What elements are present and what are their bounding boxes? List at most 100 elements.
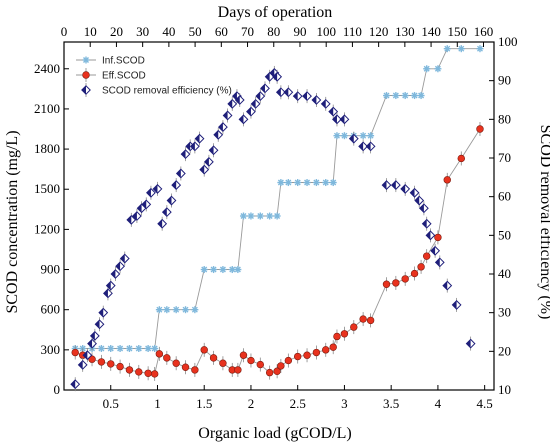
inf-scod-point [294, 179, 302, 187]
removal-efficiency-point [146, 185, 156, 200]
inf-scod-point [82, 56, 90, 64]
removal-efficiency-point [119, 251, 130, 266]
eff-scod-point [144, 366, 152, 381]
removal-efficiency-point [70, 377, 81, 392]
inf-scod-point [151, 345, 159, 353]
eff-scod-point [200, 342, 208, 357]
y-tick-label: 2100 [34, 101, 60, 116]
inf-scod-point [392, 92, 400, 100]
y-axis-title: SCOD concentration (mg/L) [4, 130, 21, 313]
inf-scod-point [476, 45, 484, 53]
x2-tick-label: 80 [267, 24, 280, 39]
eff-scod-point [333, 329, 341, 344]
x2-tick-label: 120 [369, 24, 389, 39]
eff-scod-point [155, 346, 164, 361]
inf-scod-point [443, 45, 451, 53]
x2-tick-label: 20 [110, 24, 123, 39]
y2-tick-label: 70 [498, 150, 511, 165]
x-tick-label: 4.5 [477, 396, 493, 411]
inf-scod-point [312, 179, 320, 187]
removal-efficiency-point [302, 89, 312, 104]
inf-scod-point [333, 132, 341, 140]
eff-scod-point [303, 348, 311, 363]
y2-tick-label: 30 [498, 305, 511, 320]
removal-efficiency-point [81, 83, 91, 97]
x-tick-label: 2.5 [290, 396, 306, 411]
removal-efficiency-point [365, 139, 376, 154]
x2-tick-label: 130 [395, 24, 415, 39]
plot-frame [63, 41, 495, 391]
removal-efficiency-point [161, 205, 172, 220]
eff-scod-point [234, 362, 242, 377]
eff-scod-point [82, 68, 90, 82]
legend-label: SCOD removal efficiency (%) [102, 86, 232, 97]
removal-efficiency-point [175, 166, 186, 181]
x2-tick-label: 160 [474, 24, 494, 39]
y2-tick-label: 80 [498, 111, 511, 126]
eff-scod-point [329, 340, 337, 355]
removal-efficiency-point [110, 267, 121, 281]
legend-label: Inf.SCOD [102, 56, 145, 67]
removal-efficiency-point [328, 104, 339, 119]
inf-scod-point [383, 92, 390, 100]
removal-efficiency-point [234, 93, 245, 107]
eff-scod-point [284, 353, 293, 368]
y-tick-label: 0 [54, 382, 61, 397]
eff-scod-point [293, 349, 302, 364]
inf-scod-point [163, 306, 171, 314]
x-tick-label: 2 [248, 396, 255, 411]
inf-scod-point [219, 266, 227, 274]
x2-tick-label: 10 [84, 24, 97, 39]
removal-efficiency-point [390, 178, 401, 193]
removal-efficiency-point [421, 216, 432, 231]
removal-efficiency-point [320, 96, 331, 111]
removal-efficiency-point [339, 112, 350, 127]
eff-scod-point [116, 359, 124, 374]
x2-tick-label: 70 [241, 24, 254, 39]
eff-scod-point [71, 345, 79, 360]
x-tick-label: 1.5 [196, 396, 212, 411]
inf-scod-point [340, 132, 348, 140]
removal-efficiency-point [180, 147, 191, 162]
removal-efficiency-point [275, 85, 286, 100]
legend-label: Eff.SCOD [102, 71, 146, 82]
inf-scod-point [210, 266, 218, 274]
removal-efficiency-point [332, 112, 342, 127]
eff-scod-point [219, 356, 227, 371]
x-tick-label: 1 [154, 396, 161, 411]
eff-scod-point [457, 151, 465, 166]
inf-scod-point [367, 132, 375, 140]
inf-scod-point [266, 212, 274, 220]
removal-efficiency-point [89, 328, 100, 343]
removal-efficiency-point [222, 108, 233, 123]
removal-efficiency-point [105, 278, 116, 293]
eff-scod-point [88, 352, 96, 367]
eff-scod-point [392, 275, 400, 290]
removal-efficiency-point [126, 212, 137, 227]
x-tick-label: 0.5 [103, 396, 119, 411]
removal-efficiency-point [203, 154, 214, 169]
removal-efficiency-point [141, 197, 152, 212]
removal-efficiency-point [465, 336, 476, 351]
eff-scod-point [150, 366, 159, 381]
removal-efficiency-point [250, 96, 261, 111]
inf-scod-point [273, 212, 281, 220]
inf-scod-point [116, 345, 124, 353]
y2-tick-label: 100 [498, 34, 518, 49]
removal-efficiency-point [451, 297, 462, 312]
inf-scod-point [234, 266, 242, 274]
inf-scod-point [322, 179, 330, 187]
eff-scod-point [322, 342, 330, 357]
y2-tick-label: 20 [498, 343, 511, 358]
removal-efficiency-point [311, 93, 322, 107]
eff-scod-point [125, 362, 134, 377]
eff-scod-point [181, 360, 190, 375]
inf-scod-point [434, 65, 442, 73]
eff-scod-point [172, 356, 180, 371]
x2-tick-label: 50 [189, 24, 202, 39]
y-tick-label: 2400 [34, 61, 60, 76]
removal-efficiency-point [82, 348, 93, 363]
x2-tick-label: 150 [448, 24, 468, 39]
